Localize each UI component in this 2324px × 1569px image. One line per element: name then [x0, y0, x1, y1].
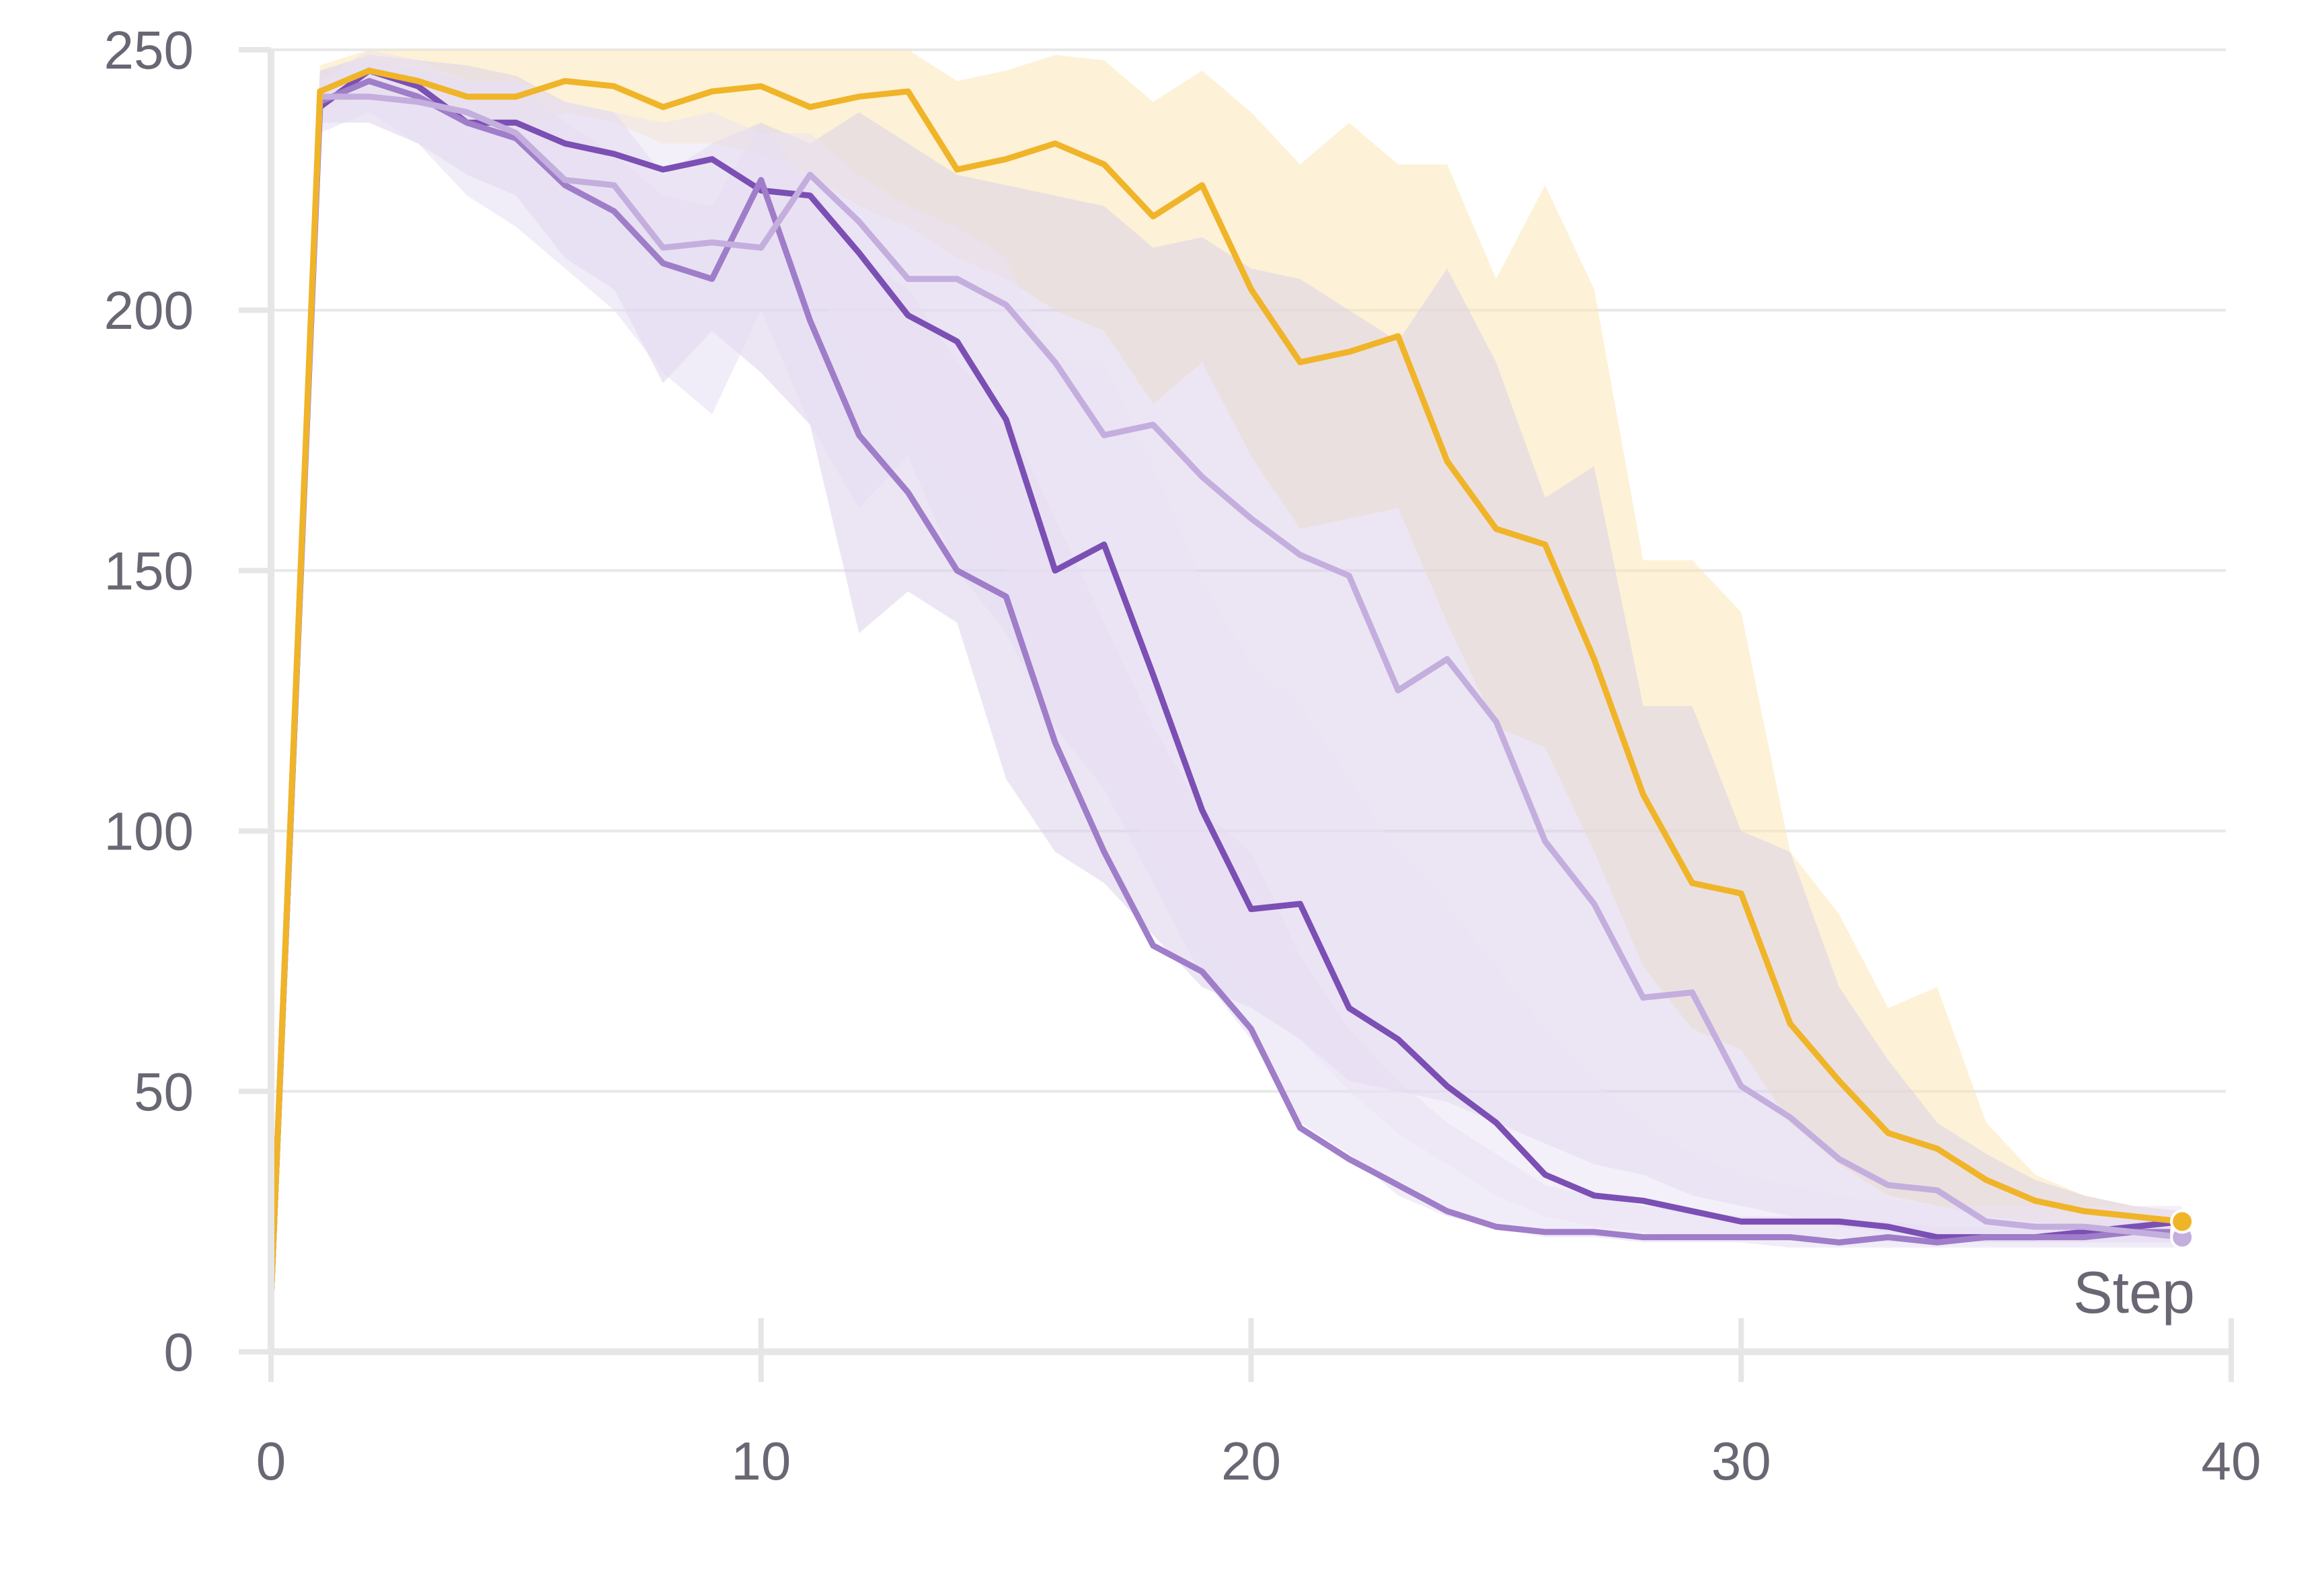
end-marker-run-yellow: [2170, 1209, 2195, 1234]
y-tick-label-200: 200: [104, 280, 194, 340]
y-tick-label-150: 150: [104, 541, 194, 601]
y-tick-label-100: 100: [104, 802, 194, 862]
x-tick-label-20: 20: [1221, 1431, 1281, 1491]
line-run-light-purple[interactable]: [268, 93, 2185, 1303]
y-tick-label-0: 0: [164, 1322, 194, 1382]
axis-ticks: 0 50 100 150 200 250 0 10 20 30 40: [104, 20, 2261, 1491]
band-run-dark-purple: [271, 50, 2183, 1300]
x-axis-title: Step: [2073, 1259, 2195, 1326]
confidence-bands: [271, 50, 2183, 1300]
y-tick-label-250: 250: [104, 20, 194, 80]
line-run-mid-purple[interactable]: [268, 77, 2185, 1303]
line-run-yellow[interactable]: [268, 67, 2185, 1303]
x-tick-label-40: 40: [2202, 1431, 2261, 1491]
x-tick-label-10: 10: [731, 1431, 791, 1491]
y-tick-label-50: 50: [134, 1062, 194, 1122]
x-tick-label-0: 0: [256, 1431, 286, 1491]
x-tick-label-30: 30: [1711, 1431, 1771, 1491]
band-run-mid-purple: [271, 60, 2183, 1300]
series-lines: [268, 67, 2185, 1303]
end-markers: [2170, 1209, 2195, 1250]
line-run-dark-purple[interactable]: [268, 67, 2185, 1303]
